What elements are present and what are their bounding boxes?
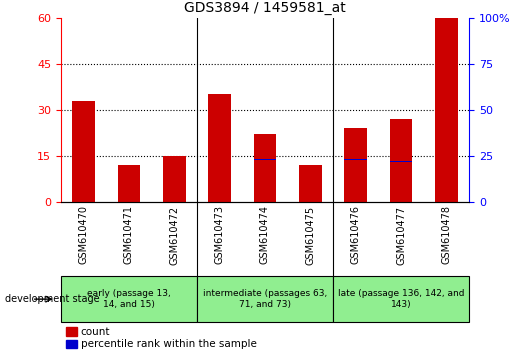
Bar [333,276,469,322]
Bar [299,190,322,191]
Bar [344,159,367,160]
Bar [118,165,140,202]
Text: late (passage 136, 142, and
143): late (passage 136, 142, and 143) [338,290,464,309]
Text: GSM610474: GSM610474 [260,205,270,264]
Text: GSM610476: GSM610476 [351,205,361,264]
Text: GSM610473: GSM610473 [215,205,225,264]
Text: GSM610470: GSM610470 [78,205,89,264]
Bar [118,190,140,191]
Bar [61,276,197,322]
Text: GSM610471: GSM610471 [124,205,134,264]
Text: GSM610475: GSM610475 [305,205,315,265]
Text: intermediate (passages 63,
71, and 73): intermediate (passages 63, 71, and 73) [203,290,327,309]
Bar [390,119,412,202]
Text: development stage: development stage [5,294,100,304]
Text: GSM610478: GSM610478 [441,205,452,264]
Legend: count, percentile rank within the sample: count, percentile rank within the sample [66,327,257,349]
Bar [72,101,95,202]
Bar [254,134,276,202]
Bar [254,159,276,160]
Bar [208,95,231,202]
Bar [344,128,367,202]
Bar [163,156,186,202]
Title: GDS3894 / 1459581_at: GDS3894 / 1459581_at [184,1,346,15]
Bar [435,18,458,202]
Bar [197,276,333,322]
Bar [299,165,322,202]
Text: GSM610477: GSM610477 [396,205,406,265]
Text: early (passage 13,
14, and 15): early (passage 13, 14, and 15) [87,290,171,309]
Text: GSM610472: GSM610472 [169,205,179,265]
